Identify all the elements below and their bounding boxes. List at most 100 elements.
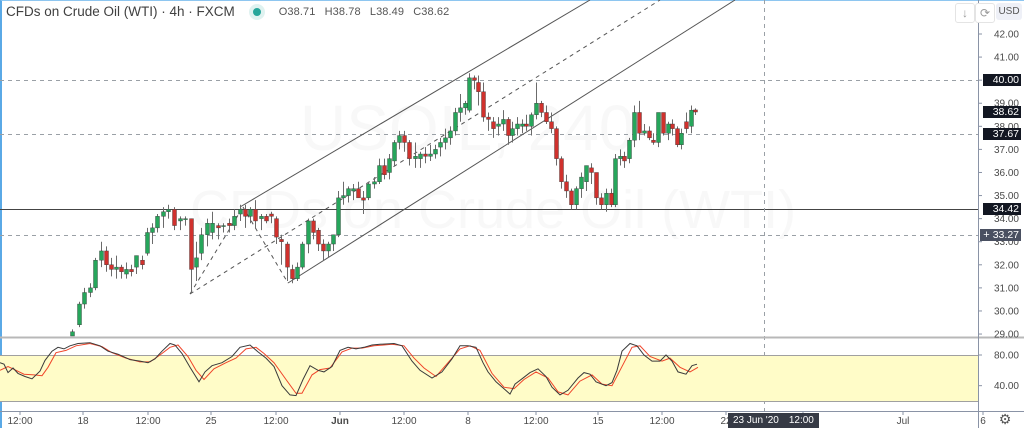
bearish-candle <box>140 259 145 265</box>
bullish-candle <box>679 133 684 145</box>
low-value: L38.49 <box>369 5 405 18</box>
crosshair-time-label: 23 Jun '20 12:00 <box>728 413 819 428</box>
bullish-candle <box>529 114 534 127</box>
bullish-candle <box>178 218 183 222</box>
bullish-candle <box>336 197 341 235</box>
bullish-candle <box>397 135 402 143</box>
time-tick-label: 6 <box>980 416 986 427</box>
price-tick-label: 37.00 <box>994 145 1019 156</box>
bearish-candle <box>647 130 652 139</box>
bearish-candle <box>670 123 675 129</box>
scroll-to-realtime-button[interactable]: ↓ <box>955 3 975 23</box>
bearish-candle <box>253 209 258 222</box>
price-tick-label: 29.00 <box>994 330 1019 341</box>
crosshair-time: 12:00 <box>788 415 814 426</box>
bearish-candle <box>506 119 511 136</box>
bullish-candle <box>418 153 423 159</box>
bearish-candle <box>599 197 604 205</box>
bullish-candle <box>210 223 215 233</box>
channel-pivot-line-0 <box>189 206 244 295</box>
bullish-candle <box>627 139 632 159</box>
bearish-candle <box>361 197 366 201</box>
price-tick-label: 30.00 <box>994 306 1019 317</box>
symbol-title[interactable]: CFDs on Crude Oil (WTI) · 4h · FXCM <box>6 4 235 19</box>
bearish-candle <box>264 216 269 222</box>
bullish-candle <box>448 130 453 139</box>
price-label-38.62: 38.62 <box>983 106 1021 118</box>
bullish-candle <box>666 123 671 134</box>
indicator-tick-label: 40.00 <box>994 381 1019 392</box>
bullish-candle <box>194 257 199 268</box>
settings-gear-icon[interactable]: ⚙ <box>998 411 1012 427</box>
price-tick-label: 38.00 <box>994 122 1019 133</box>
bearish-candle <box>589 167 594 173</box>
bullish-candle <box>438 142 443 148</box>
bullish-candle <box>534 103 539 115</box>
time-tick-label: 25 <box>205 416 217 427</box>
bearish-candle <box>316 229 321 245</box>
bullish-candle <box>248 209 253 217</box>
bullish-candle <box>467 77 472 111</box>
open-value: O38.71 <box>278 5 316 18</box>
bullish-candle <box>93 259 98 289</box>
bearish-candle <box>549 121 554 129</box>
bullish-candle <box>341 195 346 199</box>
bearish-candle <box>684 121 689 129</box>
bearish-candle <box>693 109 698 113</box>
bullish-candle <box>145 232 150 254</box>
time-tick-label: 12:00 <box>649 416 674 427</box>
bearish-candle <box>274 218 279 238</box>
bearish-candle <box>491 121 496 129</box>
bearish-candle <box>189 218 194 270</box>
bullish-candle <box>351 188 356 192</box>
bullish-candle <box>392 142 397 162</box>
time-tick-label: 12:00 <box>7 416 32 427</box>
close-value: C38.62 <box>413 5 450 18</box>
price-tick-label: 35.00 <box>994 191 1019 202</box>
bullish-candle <box>579 176 584 189</box>
parallel-channel-drawing[interactable] <box>189 0 736 295</box>
time-tick-label: 12:00 <box>391 416 416 427</box>
price-tick-label: 32.00 <box>994 260 1019 271</box>
crosshair-date: 23 Jun '20 <box>733 415 779 426</box>
channel-pivot-line-1 <box>242 206 289 284</box>
bullish-candle <box>346 188 351 196</box>
bullish-candle <box>295 266 300 279</box>
bullish-candle <box>510 128 515 136</box>
bullish-candle <box>155 216 160 229</box>
price-tick-label: 33.00 <box>994 237 1019 248</box>
bullish-candle <box>114 266 119 270</box>
price-tick-label: 41.00 <box>994 53 1019 64</box>
bearish-candle <box>279 239 284 242</box>
bullish-candle <box>331 234 336 245</box>
bullish-candle <box>199 234 204 254</box>
auto-scale-button[interactable]: ⟳ <box>975 3 995 23</box>
bullish-candle <box>604 193 609 205</box>
bearish-candle <box>402 135 407 143</box>
bearish-candle <box>481 91 486 118</box>
indicator-tick-label: 80.00 <box>994 351 1019 362</box>
bearish-candle <box>216 225 221 229</box>
bearish-candle <box>524 123 529 127</box>
bearish-candle <box>423 153 428 157</box>
bearish-candle <box>290 269 295 279</box>
bearish-candle <box>559 158 564 182</box>
currency-button[interactable]: USD <box>996 3 1022 20</box>
bullish-candle <box>443 137 448 143</box>
bullish-candle <box>259 216 264 219</box>
bearish-candle <box>472 77 477 81</box>
price-label-40.00: 40.00 <box>983 74 1021 87</box>
bullish-candle <box>300 243 305 268</box>
time-tick-label: Jul <box>897 416 910 427</box>
bullish-candle <box>205 223 210 235</box>
bearish-candle <box>321 243 326 252</box>
add-alert-plus-icon[interactable]: + <box>980 229 993 242</box>
price-label-34.42: 34.42 <box>983 202 1021 215</box>
bearish-candle <box>486 116 491 120</box>
bearish-candle <box>129 269 134 272</box>
ohlc-values: O38.71 H38.78 L38.49 C38.62 <box>279 6 456 18</box>
bearish-candle <box>661 112 666 134</box>
